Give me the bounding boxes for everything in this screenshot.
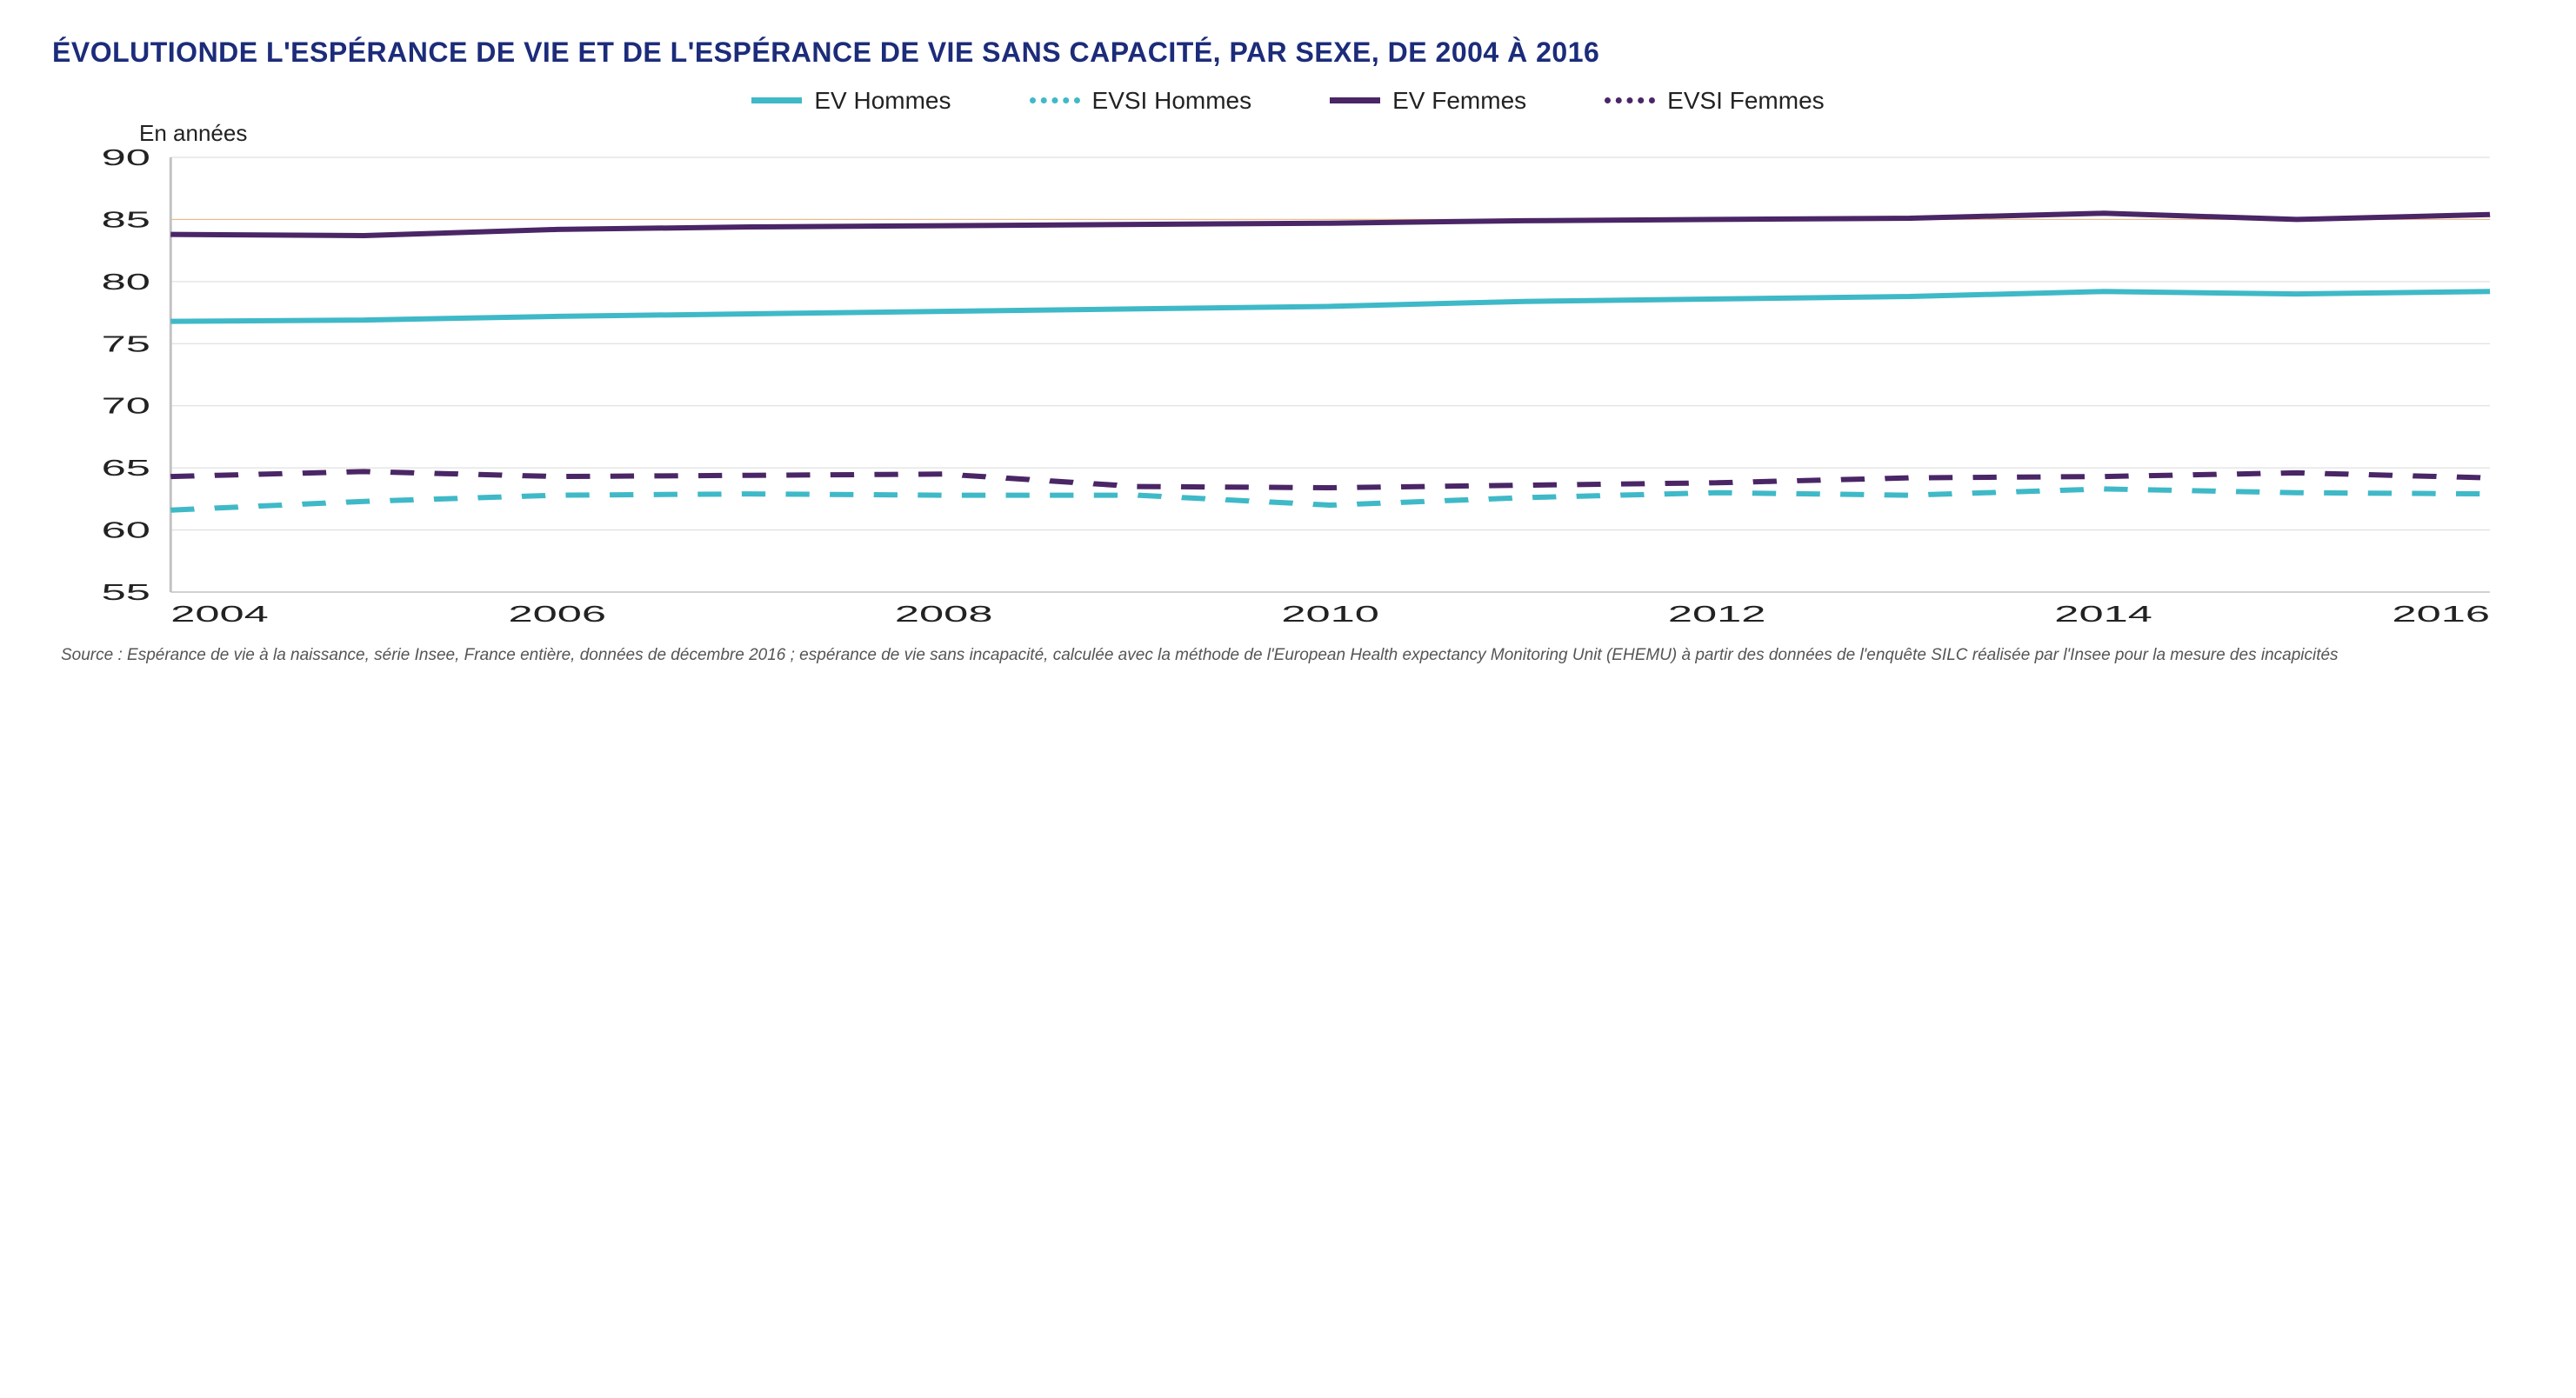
series-evsi_hommes — [170, 489, 2490, 509]
legend-swatch — [1030, 97, 1080, 103]
legend-item-ev_femmes: EV Femmes — [1330, 87, 1526, 115]
svg-text:2004: 2004 — [170, 601, 269, 626]
svg-text:65: 65 — [102, 455, 150, 480]
svg-text:2008: 2008 — [895, 601, 993, 626]
svg-text:70: 70 — [102, 393, 150, 418]
chart-source: Source : Espérance de vie à la naissance… — [52, 644, 2524, 667]
svg-text:60: 60 — [102, 517, 150, 543]
legend-swatch — [751, 97, 802, 103]
series-evsi_femmes — [170, 471, 2490, 488]
series-ev_hommes — [170, 291, 2490, 321]
legend-item-evsi_femmes: EVSI Femmes — [1605, 87, 1824, 115]
svg-text:2010: 2010 — [1281, 601, 1379, 626]
svg-text:2016: 2016 — [2392, 601, 2491, 626]
y-axis-label: En années — [139, 120, 2524, 147]
legend-label: EVSI Femmes — [1667, 87, 1824, 115]
svg-text:75: 75 — [102, 331, 150, 356]
chart-title: ÉVOLUTIONDE L'ESPÉRANCE DE VIE ET DE L'E… — [52, 35, 2524, 71]
legend-label: EVSI Hommes — [1092, 87, 1252, 115]
legend-swatch — [1330, 97, 1380, 103]
svg-text:90: 90 — [102, 149, 150, 170]
svg-text:2006: 2006 — [508, 601, 606, 626]
svg-text:2014: 2014 — [2054, 601, 2152, 626]
legend-item-evsi_hommes: EVSI Hommes — [1030, 87, 1252, 115]
svg-text:2012: 2012 — [1668, 601, 1766, 626]
svg-text:85: 85 — [102, 207, 150, 232]
svg-text:55: 55 — [102, 579, 150, 604]
legend-item-ev_hommes: EV Hommes — [751, 87, 951, 115]
legend-swatch — [1605, 97, 1655, 103]
legend: EV Hommes EVSI Hommes EV Femmes EVSI Femmes — [52, 87, 2524, 115]
chart-plot: 55 60 65 70 75 80 85 90 2004 2006 2008 2010 2012 2014… — [52, 149, 2524, 636]
series-ev_femmes — [170, 213, 2490, 236]
legend-label: EV Femmes — [1392, 87, 1526, 115]
legend-label: EV Hommes — [814, 87, 951, 115]
svg-text:80: 80 — [102, 269, 150, 294]
